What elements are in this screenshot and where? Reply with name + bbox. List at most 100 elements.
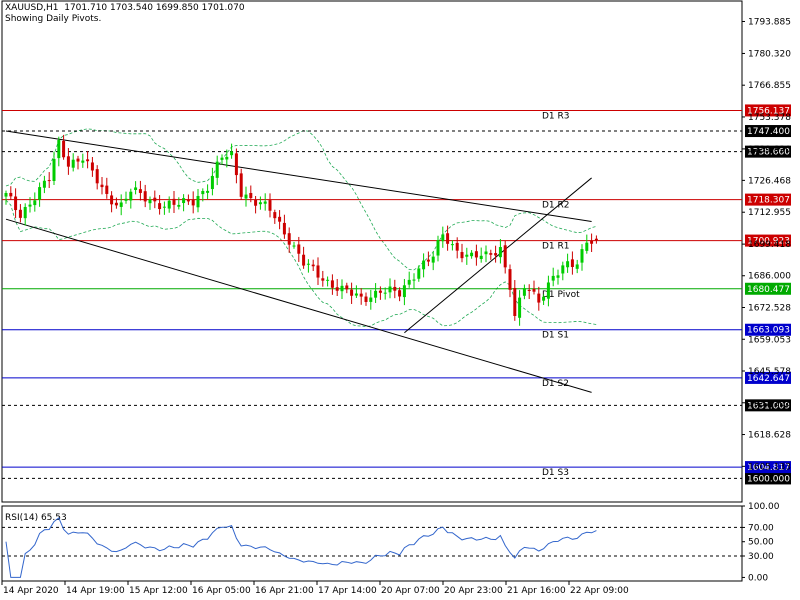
- candle-body: [172, 198, 176, 205]
- y-tick-label: 1753.378: [748, 113, 791, 123]
- y-tick-label: 1699.418: [748, 240, 791, 250]
- price-tag: [745, 193, 791, 206]
- candle-body: [186, 199, 190, 202]
- candle-body: [28, 204, 32, 207]
- pivot-level-name: D1 R3: [542, 111, 570, 121]
- candle-body: [38, 187, 42, 200]
- candle-body: [110, 195, 114, 205]
- price-tag-label: 1738.660: [747, 148, 790, 158]
- price-tag-label: 1680.477: [747, 285, 790, 295]
- candle-body: [465, 254, 469, 257]
- candle-body: [594, 238, 598, 241]
- candle-body: [297, 244, 301, 254]
- x-tick-label: 21 Apr 16:00: [507, 586, 566, 596]
- candle-body: [378, 290, 382, 293]
- price-tag: [745, 282, 791, 295]
- y-tick-label: 1618.628: [748, 431, 791, 441]
- chart-header-pivots-note: Showing Daily Pivots.: [5, 14, 102, 24]
- price-tag: [745, 461, 791, 474]
- candle-body: [124, 198, 128, 201]
- candle-body: [138, 189, 142, 193]
- x-tick-label: 20 Apr 23:00: [444, 586, 503, 596]
- candle-body: [402, 285, 406, 298]
- candle-body: [206, 190, 210, 193]
- candle-body: [158, 203, 162, 210]
- candle-body: [100, 184, 104, 188]
- candle-body: [254, 199, 258, 206]
- candle-body: [489, 253, 493, 255]
- candle-body: [561, 265, 565, 274]
- candle-body: [230, 151, 234, 156]
- candle-body: [479, 255, 483, 260]
- candle-body: [71, 159, 75, 168]
- candle-body: [590, 240, 594, 244]
- candle-body: [282, 222, 286, 235]
- candle-body: [484, 251, 488, 255]
- candle-body: [330, 280, 334, 288]
- candle-body: [393, 286, 397, 291]
- x-tick-label: 14 Apr 2020: [3, 586, 59, 596]
- candle-body: [359, 293, 363, 297]
- candle-body: [215, 161, 219, 178]
- candle-body: [556, 275, 560, 278]
- candle-body: [182, 198, 186, 204]
- y-tick-label: 1605.133: [748, 462, 791, 472]
- candle-body: [105, 185, 109, 194]
- candle-body: [326, 279, 330, 281]
- pivot-level-name: D1 S1: [542, 331, 569, 341]
- pivot-level-name: D1 R1: [542, 242, 570, 252]
- candle-body: [268, 200, 272, 211]
- candle-body: [258, 202, 262, 205]
- pivot-level-name: D1 R2: [542, 201, 570, 211]
- candle-body: [369, 297, 373, 302]
- price-tag-label: 1600.000: [747, 474, 790, 484]
- price-tag-label: 1747.400: [747, 127, 790, 137]
- candle-body: [239, 173, 243, 197]
- candle-body: [62, 140, 66, 158]
- candle-body: [522, 288, 526, 296]
- candle-body: [513, 287, 517, 316]
- candle-body: [321, 278, 325, 281]
- candle-body: [537, 293, 541, 303]
- chart-header-symbol: XAUUSD,H1 1701.710 1703.540 1699.850 170…: [5, 3, 245, 13]
- candle-body: [114, 202, 118, 206]
- candle-body: [518, 297, 522, 318]
- candle-body: [503, 245, 507, 268]
- candle-body: [66, 156, 70, 167]
- trend-line: [5, 130, 592, 223]
- price-tag-label: 1700.923: [747, 237, 790, 247]
- candle-body: [575, 264, 579, 269]
- candle-body: [417, 268, 421, 279]
- y-tick-label: 1726.468: [748, 176, 791, 186]
- candle-body: [273, 212, 277, 219]
- x-tick-label: 16 Apr 05:00: [192, 586, 251, 596]
- candle-body: [422, 260, 426, 270]
- x-tick-label: 17 Apr 14:00: [318, 586, 377, 596]
- candle-body: [23, 206, 27, 219]
- candle-body: [436, 240, 440, 256]
- candle-body: [196, 195, 200, 208]
- candle-body: [201, 191, 205, 195]
- candle-body: [210, 176, 214, 190]
- candle-body: [527, 290, 531, 292]
- candle-body: [407, 279, 411, 285]
- candle-body: [570, 259, 574, 268]
- candle-body: [33, 200, 37, 206]
- price-tag: [745, 399, 791, 412]
- candle-body: [42, 180, 46, 188]
- y-tick-label: 1672.528: [748, 303, 791, 313]
- price-tag: [745, 104, 791, 117]
- candle-body: [566, 261, 570, 268]
- candle-body: [508, 269, 512, 290]
- candle-body: [4, 193, 8, 197]
- candle-body: [95, 169, 99, 184]
- candle-body: [292, 245, 296, 247]
- rsi-tick-label: 50.00: [748, 538, 774, 548]
- candle-body: [474, 251, 478, 258]
- pivot-level-name: D1 Pivot: [542, 290, 580, 300]
- candle-body: [498, 247, 502, 258]
- candle-body: [306, 263, 310, 265]
- price-tag-label: 1663.093: [747, 326, 790, 336]
